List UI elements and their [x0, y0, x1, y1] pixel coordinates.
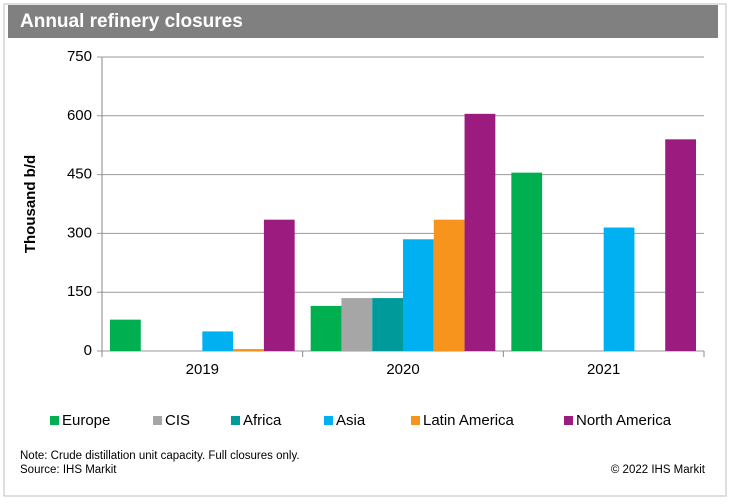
bar	[372, 298, 403, 351]
bar	[263, 219, 295, 351]
legend-swatch	[411, 416, 420, 425]
bar	[464, 113, 496, 351]
bar	[233, 349, 264, 351]
legend-swatch	[50, 416, 59, 425]
bar	[110, 319, 141, 351]
y-tick-label: 300	[67, 224, 92, 241]
legend-label: Europe	[62, 412, 110, 429]
bar	[403, 239, 434, 351]
bar	[433, 219, 465, 351]
legend-label: Latin America	[423, 412, 515, 429]
y-axis-label: Thousand b/d	[22, 155, 39, 253]
legend-swatch	[231, 416, 240, 425]
bar	[511, 172, 543, 351]
x-tick-label: 2021	[587, 361, 620, 378]
legend-swatch	[564, 416, 573, 425]
x-tick-label: 2019	[186, 361, 219, 378]
bar	[202, 331, 234, 351]
header-bar	[8, 5, 718, 38]
copyright: © 2022 IHS Markit	[611, 464, 706, 476]
y-tick-label: 150	[67, 283, 92, 300]
y-tick-label: 600	[67, 107, 92, 124]
legend-swatch	[324, 416, 333, 425]
chart-title: Annual refinery closures	[20, 11, 243, 32]
legend-label: Africa	[243, 412, 282, 429]
legend-label: Asia	[336, 412, 366, 429]
y-tick-label: 750	[67, 48, 92, 65]
y-tick-label: 450	[67, 166, 92, 183]
bar	[341, 298, 373, 351]
note: Note: Crude distillation unit capacity. …	[20, 450, 300, 462]
bar	[603, 227, 635, 351]
y-tick-label: 0	[84, 342, 92, 359]
legend-swatch	[153, 416, 162, 425]
legend-label: North America	[576, 412, 672, 429]
bar	[665, 139, 696, 351]
x-tick-label: 2020	[386, 361, 419, 378]
source: Source: IHS Markit	[20, 464, 117, 476]
bar	[310, 305, 342, 351]
legend-label: CIS	[165, 412, 190, 429]
